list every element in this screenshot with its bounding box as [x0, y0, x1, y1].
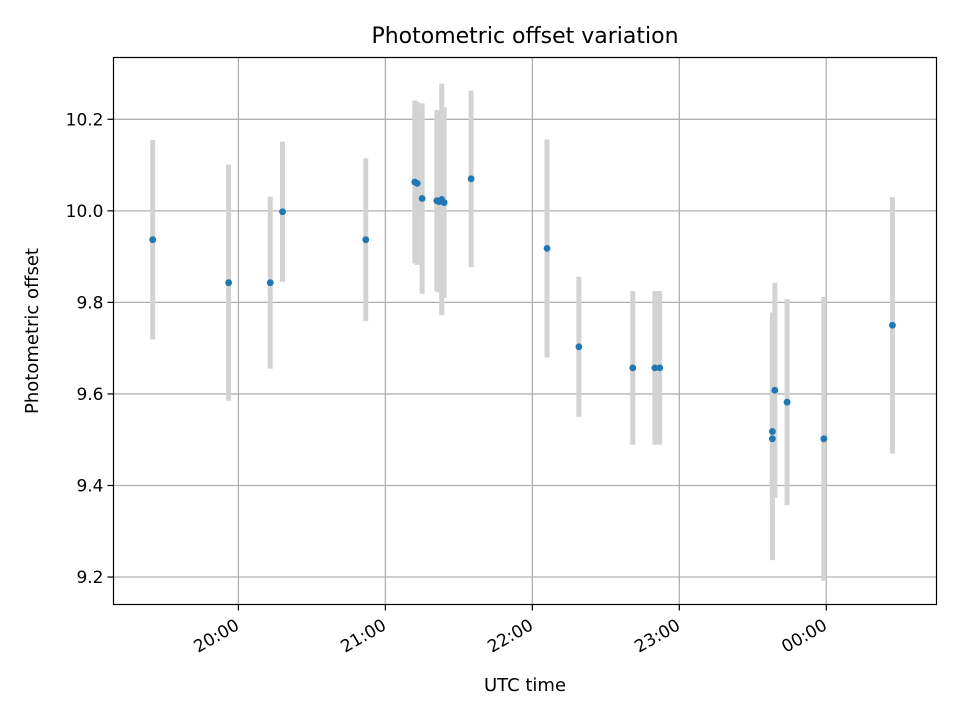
data-point [651, 364, 659, 372]
y-axis-label: Photometric offset [22, 248, 43, 414]
y-tick-label: 10.0 [66, 202, 104, 222]
data-point [889, 321, 896, 329]
data-point [225, 279, 233, 287]
data-point [413, 179, 421, 187]
data-point [629, 364, 637, 372]
y-tick-label: 9.6 [76, 385, 103, 405]
data-point [820, 435, 828, 443]
data-point [467, 175, 475, 183]
data-point [440, 199, 448, 207]
y-tick-label: 9.8 [76, 293, 103, 313]
data-point [783, 398, 791, 406]
data-point [771, 386, 779, 394]
data-point [768, 435, 776, 443]
data-point [418, 195, 426, 202]
y-tick-label: 9.2 [76, 568, 103, 588]
plot-frame [112, 56, 938, 606]
point-layer [149, 175, 896, 443]
data-point [575, 343, 583, 351]
data-point [149, 236, 157, 244]
data-point [656, 364, 664, 372]
chart-title: Photometric offset variation [371, 24, 678, 49]
data-point [266, 279, 274, 287]
data-point [279, 208, 286, 216]
data-point [362, 236, 370, 244]
data-point [768, 428, 776, 435]
y-tick-label: 10.2 [66, 110, 104, 130]
y-tick-label: 9.4 [76, 476, 103, 496]
data-point [543, 244, 551, 252]
x-axis-label: UTC time [484, 675, 566, 696]
